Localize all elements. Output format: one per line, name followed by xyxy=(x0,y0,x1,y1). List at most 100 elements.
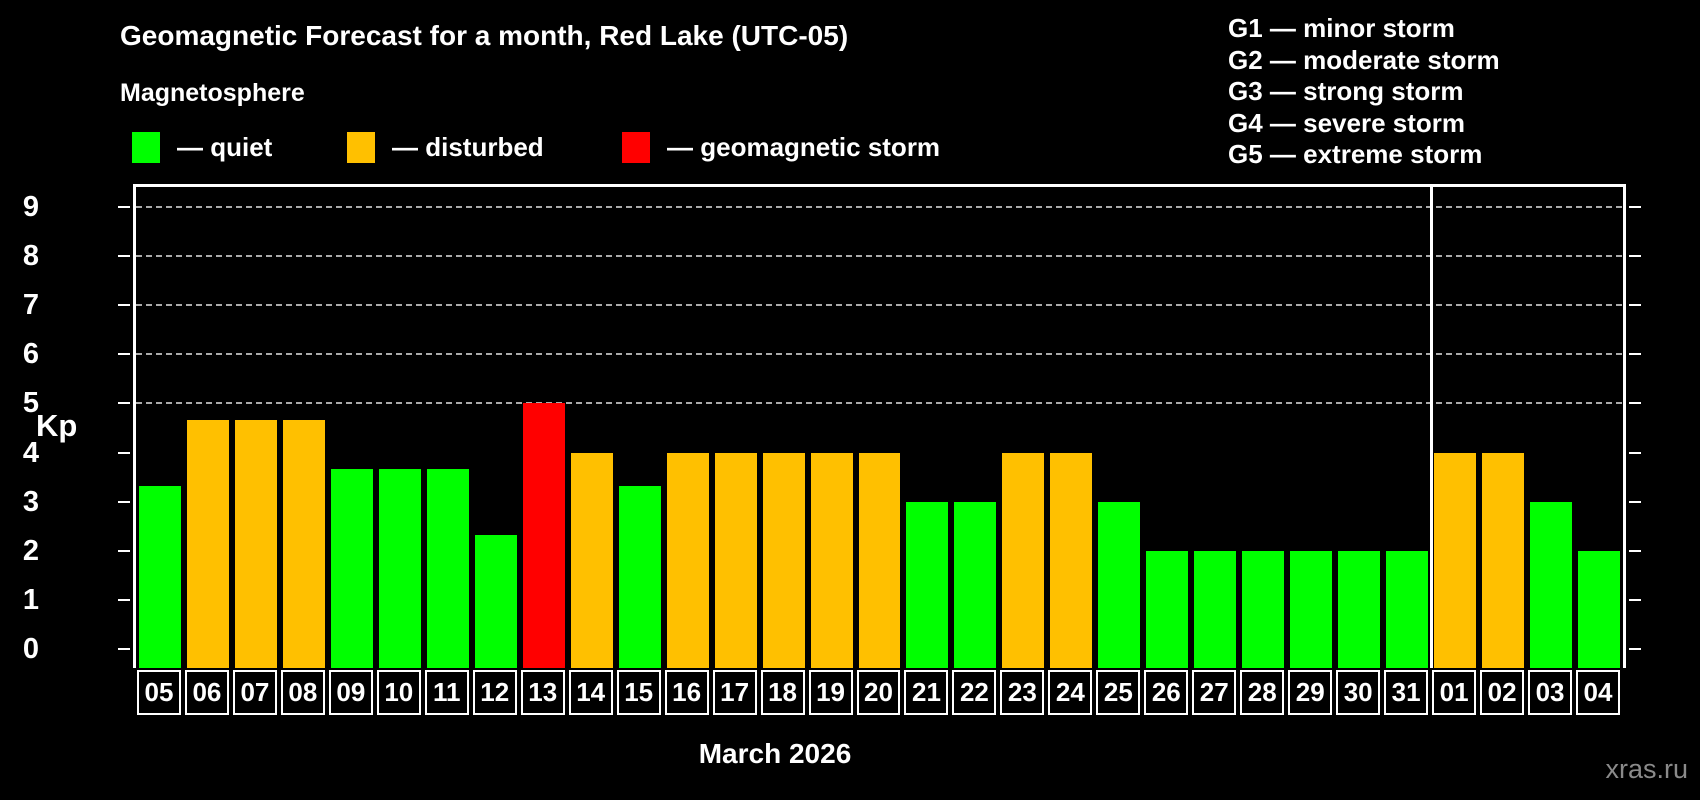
plot-inner: 0123456789G1G2G3G4G5 xyxy=(23,187,1641,668)
y-tick-label-0: 0 xyxy=(22,633,39,666)
bar-day-12 xyxy=(474,534,517,668)
y-tick-label-5: 5 xyxy=(22,387,39,420)
legend-item-storm: — geomagnetic storm xyxy=(622,131,940,164)
day-label-17: 17 xyxy=(712,670,757,715)
gridline-kp6 xyxy=(136,353,1623,356)
y-tick-left-4 xyxy=(118,451,130,454)
plot-area: 0123456789G1G2G3G4G5 xyxy=(23,184,1641,668)
page-title: Geomagnetic Forecast for a month, Red La… xyxy=(120,20,849,51)
day-label-13: 13 xyxy=(520,670,565,715)
day-label-20: 20 xyxy=(856,670,901,715)
bar-day-19 xyxy=(810,452,853,668)
y-tick-left-5 xyxy=(118,402,130,405)
day-label-30: 30 xyxy=(1336,670,1381,715)
disturbed-color-swatch xyxy=(347,132,375,163)
bar-day-16 xyxy=(666,452,709,668)
day-label-31: 31 xyxy=(1384,670,1429,715)
y-tick-right-6 xyxy=(1629,353,1641,356)
gridline-kp7 xyxy=(136,304,1623,307)
bar-day-01 xyxy=(1434,452,1477,668)
day-label-26: 26 xyxy=(1144,670,1189,715)
y-tick-label-6: 6 xyxy=(22,338,39,371)
day-label-15: 15 xyxy=(616,670,661,715)
day-label-10: 10 xyxy=(376,670,421,715)
day-label-02: 02 xyxy=(1480,670,1525,715)
bar-day-27 xyxy=(1194,550,1237,668)
bar-day-31 xyxy=(1386,550,1429,668)
month-separator-line xyxy=(1429,187,1433,668)
day-label-24: 24 xyxy=(1048,670,1093,715)
bar-day-29 xyxy=(1290,550,1333,668)
y-tick-label-7: 7 xyxy=(22,289,39,322)
day-label-23: 23 xyxy=(1000,670,1045,715)
bar-day-02 xyxy=(1482,452,1525,668)
day-label-08: 08 xyxy=(280,670,325,715)
day-label-16: 16 xyxy=(664,670,709,715)
legend-label-quiet: — quiet xyxy=(177,132,273,162)
magnetosphere-label: Magnetosphere xyxy=(120,79,305,107)
day-label-05: 05 xyxy=(137,670,181,715)
bar-day-09 xyxy=(330,468,373,668)
day-label-25: 25 xyxy=(1096,670,1141,715)
gridline-kp8 xyxy=(136,254,1623,257)
day-label-06: 06 xyxy=(184,670,229,715)
y-tick-label-3: 3 xyxy=(22,485,39,518)
bar-day-06 xyxy=(186,419,229,668)
y-tick-right-9 xyxy=(1629,205,1641,208)
bar-day-08 xyxy=(282,419,325,668)
day-label-28: 28 xyxy=(1240,670,1285,715)
bar-day-30 xyxy=(1338,550,1381,668)
g2-legend-line: G2 — moderate storm xyxy=(1228,44,1500,75)
day-label-12: 12 xyxy=(472,670,517,715)
bar-day-13 xyxy=(522,403,565,668)
quiet-color-swatch xyxy=(132,132,160,163)
legend-item-disturbed: — disturbed xyxy=(347,131,544,164)
bar-day-23 xyxy=(1002,452,1045,668)
bar-day-21 xyxy=(906,501,949,668)
bar-day-05 xyxy=(139,485,181,668)
y-tick-left-7 xyxy=(118,304,130,307)
y-axis-title: Kp xyxy=(36,408,78,443)
y-tick-label-8: 8 xyxy=(22,239,39,272)
gridline-kp9 xyxy=(136,205,1623,208)
y-tick-right-4 xyxy=(1629,451,1641,454)
y-tick-right-7 xyxy=(1629,304,1641,307)
day-label-07: 07 xyxy=(232,670,277,715)
bar-day-04 xyxy=(1578,550,1620,668)
y-tick-left-8 xyxy=(118,254,130,257)
bar-day-26 xyxy=(1146,550,1189,668)
watermark: xras.ru xyxy=(1605,754,1688,784)
g3-legend-line: G3 — strong storm xyxy=(1228,76,1464,106)
y-tick-right-0 xyxy=(1629,648,1641,651)
bar-day-18 xyxy=(762,452,805,668)
bar-day-17 xyxy=(714,452,757,668)
bar-day-10 xyxy=(378,468,421,668)
y-tick-left-9 xyxy=(118,205,130,208)
day-label-03: 03 xyxy=(1528,670,1573,715)
g1-legend-line: G1 — minor storm xyxy=(1228,13,1455,43)
legend-item-quiet: — quiet xyxy=(132,131,272,164)
x-axis-title: March 2026 xyxy=(698,738,852,769)
day-label-22: 22 xyxy=(952,670,997,715)
bar-day-11 xyxy=(426,468,469,668)
x-axis-day-labels: 05 06 07 08 09 10 11 12 13 14 15 16 17 18 19 20 21 22 23 24… xyxy=(136,670,1623,715)
y-tick-left-2 xyxy=(118,549,130,552)
y-tick-left-3 xyxy=(118,500,130,503)
y-tick-left-6 xyxy=(118,353,130,356)
bar-day-22 xyxy=(954,501,997,668)
y-tick-label-4: 4 xyxy=(22,436,39,469)
y-tick-right-8 xyxy=(1629,254,1641,257)
day-label-01: 01 xyxy=(1432,670,1477,715)
bar-day-28 xyxy=(1242,550,1285,668)
bar-day-15 xyxy=(618,485,661,668)
g4-legend-line: G4 — severe storm xyxy=(1228,107,1466,138)
y-tick-right-5 xyxy=(1629,402,1641,405)
y-tick-label-1: 1 xyxy=(22,584,39,617)
legend-label-storm: — geomagnetic storm xyxy=(667,132,941,162)
bar-day-20 xyxy=(858,452,901,668)
day-label-18: 18 xyxy=(760,670,805,715)
y-tick-right-3 xyxy=(1629,500,1641,503)
storm-color-swatch xyxy=(622,132,650,163)
g-scale-legend: G1 — minor storm G2 — moderate storm G3 … xyxy=(1228,13,1500,171)
bar-day-24 xyxy=(1050,452,1093,668)
